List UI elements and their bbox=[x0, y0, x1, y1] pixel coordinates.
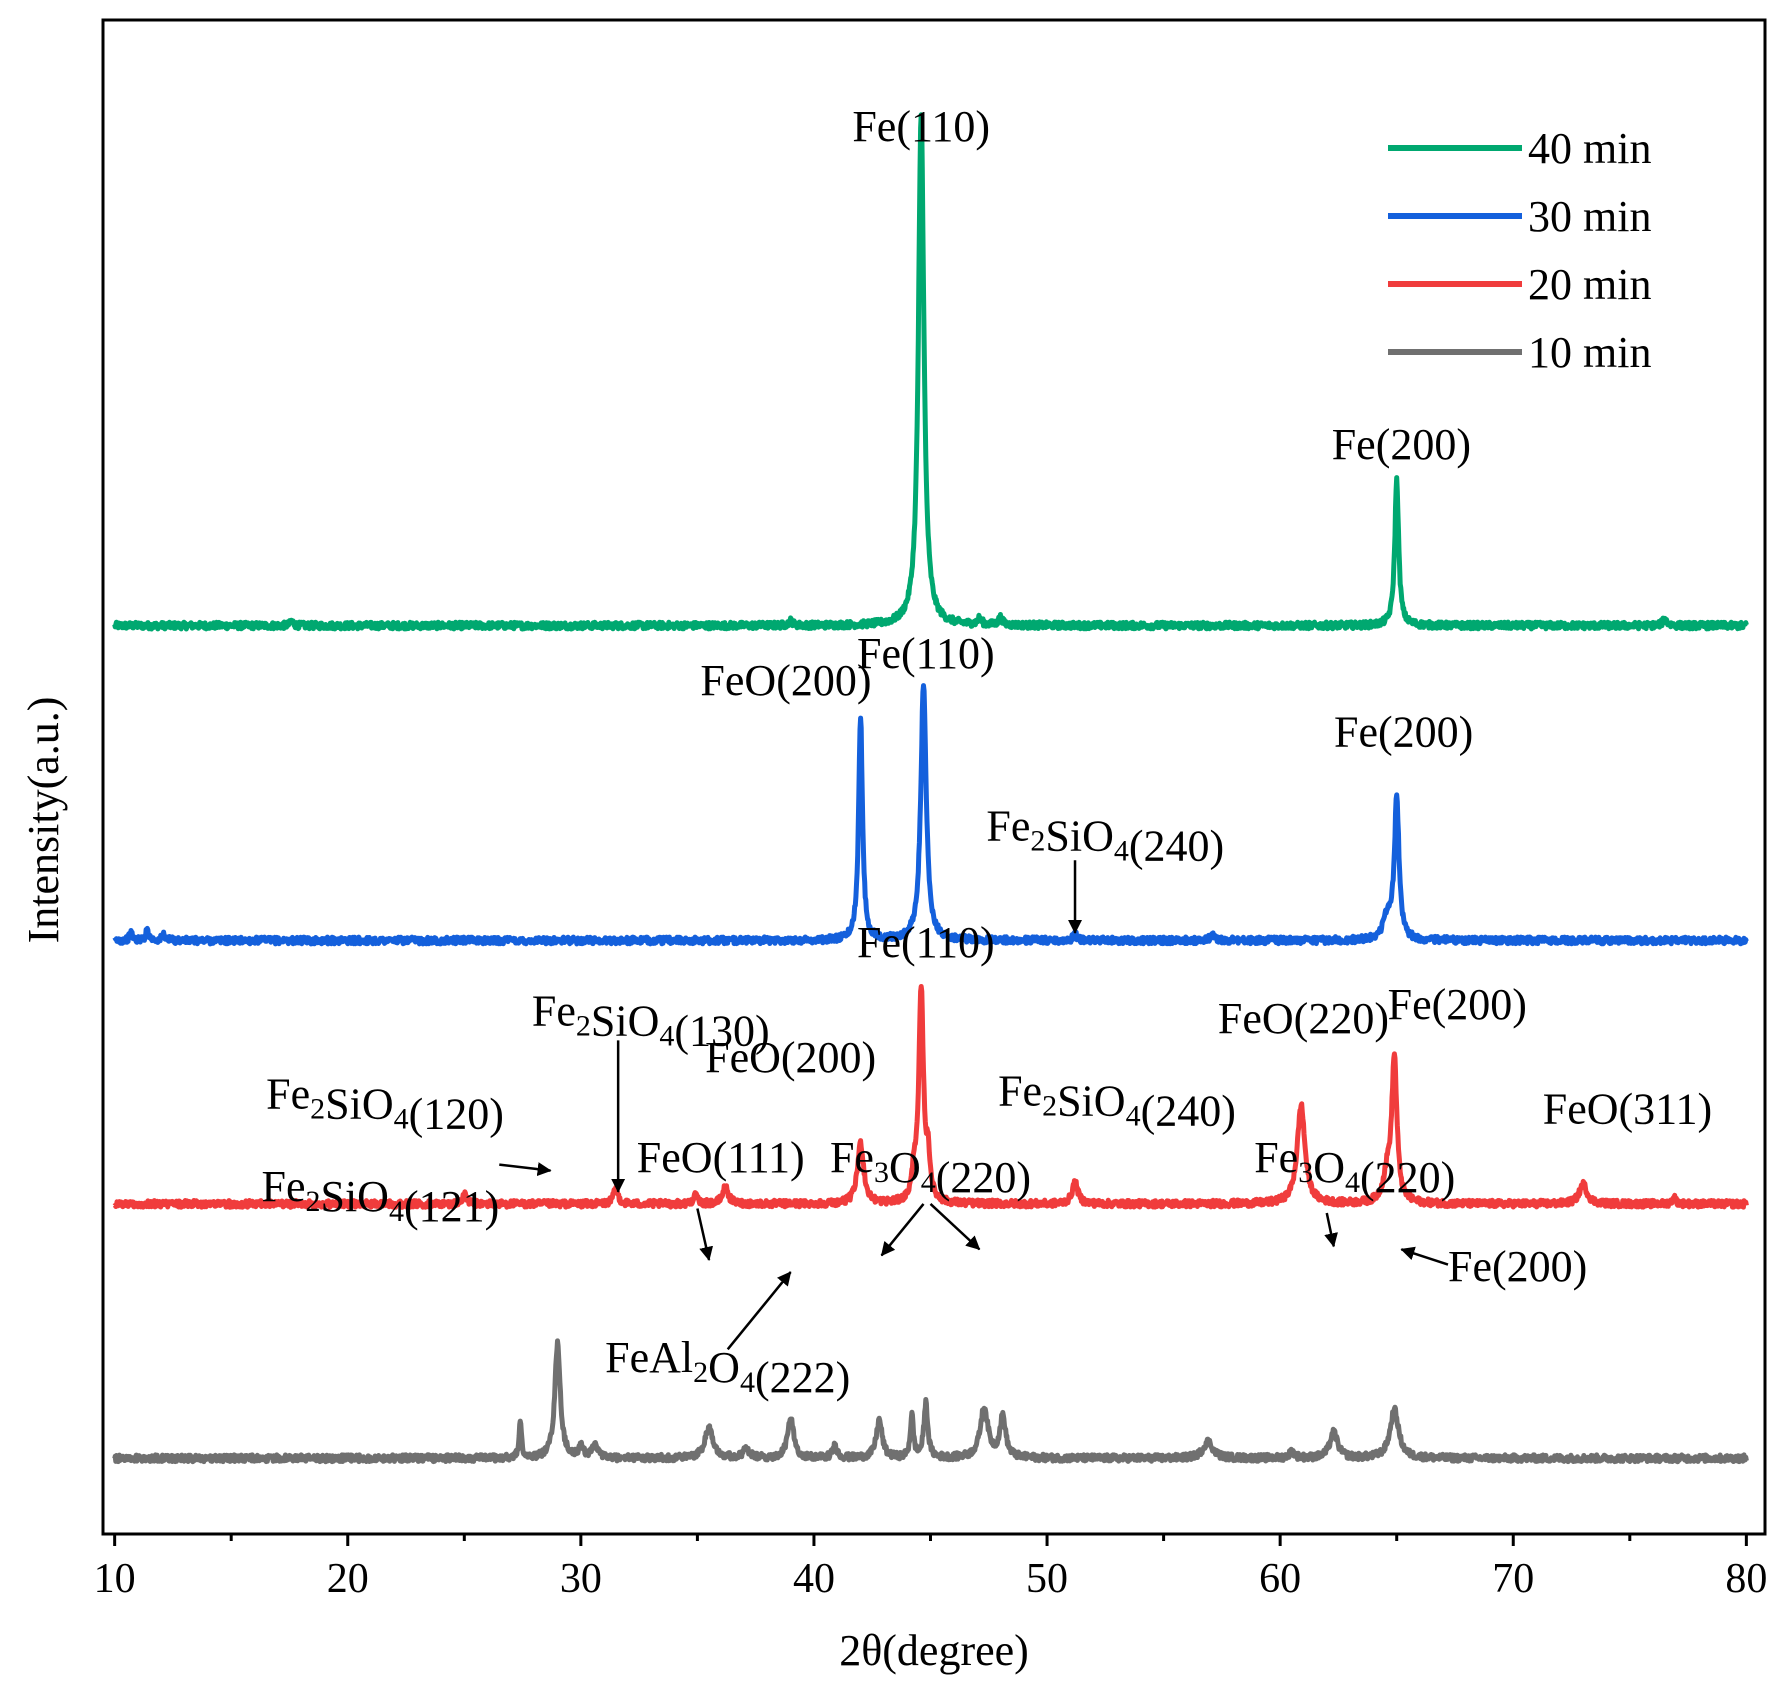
plot-frame bbox=[101, 18, 1767, 1536]
peak-label-p30-fe2sio4-240: Fe2SiO4(240) bbox=[986, 802, 1224, 871]
peak-label-p30-fe200: Fe(200) bbox=[1334, 708, 1473, 757]
legend-label-20-min: 20 min bbox=[1528, 260, 1651, 309]
x-tick-label: 40 bbox=[793, 1556, 835, 1602]
peak-arrow-p10-feo111 bbox=[696, 1208, 714, 1261]
peak-label-p20-feo200: FeO(200) bbox=[705, 1033, 876, 1082]
x-tick-label: 60 bbox=[1259, 1556, 1301, 1602]
peak-label-p40-fe110: Fe(110) bbox=[852, 102, 990, 151]
peak-label-p20-fe2sio4-120: Fe2SiO4(120) bbox=[266, 1070, 504, 1139]
x-axis-label: 2θ(degree) bbox=[839, 1626, 1029, 1675]
x-axis-ticks: 10 20 30 40 50 60 70 80 bbox=[94, 1534, 1767, 1602]
peak-label-p20-feo311: FeO(311) bbox=[1543, 1085, 1712, 1134]
x-tick-label: 50 bbox=[1026, 1556, 1068, 1602]
legend-label-40-min: 40 min bbox=[1528, 124, 1651, 173]
y-axis-label: Intensity(a.u.) bbox=[19, 697, 68, 944]
series-layer bbox=[112, 112, 1749, 1465]
peak-label-p10-feal2o4-222: FeAl2O4(222) bbox=[605, 1333, 850, 1402]
peak-arrow-p10-fe3o4-220b bbox=[1324, 1212, 1338, 1248]
x-tick-label: 70 bbox=[1492, 1556, 1534, 1602]
peak-label-p10-fe3o4-220a: Fe3O4(220) bbox=[830, 1133, 1031, 1202]
x-tick-label: 10 bbox=[94, 1556, 136, 1602]
x-tick-label: 30 bbox=[560, 1556, 602, 1602]
peak-arrow-p10-fe200 bbox=[1400, 1246, 1449, 1266]
peak-label-p10-fe3o4-220b: Fe3O4(220) bbox=[1254, 1133, 1455, 1202]
peak-label-p20-fe2sio4-130: Fe2SiO4(130) bbox=[532, 986, 770, 1055]
peak-label-p10-feo111: FeO(111) bbox=[637, 1133, 805, 1182]
peak-label-p30-fe110: Fe(110) bbox=[857, 629, 995, 678]
peak-label-p10-fe2sio4-121: Fe2SiO4(121) bbox=[261, 1162, 499, 1231]
legend-label-30-min: 30 min bbox=[1528, 192, 1651, 241]
peak-arrow-p10-fe3o4-220a bbox=[880, 1203, 925, 1257]
series-line-20-min bbox=[112, 984, 1749, 1210]
peak-arrow-p10-fe3o4-220a-arrow2 bbox=[929, 1203, 981, 1251]
peak-label-p20-fe110: Fe(110) bbox=[857, 918, 995, 967]
peak-arrow-p10-fe2sio4-121 bbox=[499, 1162, 552, 1177]
legend: 40 min 30 min 20 min 10 min bbox=[1388, 124, 1651, 377]
peak-label-p20-fe2sio4-240: Fe2SiO4(240) bbox=[998, 1067, 1236, 1136]
x-tick-label: 80 bbox=[1725, 1556, 1767, 1602]
peak-label-p20-feo220: FeO(220) bbox=[1218, 994, 1389, 1043]
peak-annotations: Fe(110)Fe(200)Fe(110)FeO(200)Fe(200)Fe2S… bbox=[261, 102, 1712, 1402]
peak-label-p10-fe200: Fe(200) bbox=[1448, 1242, 1587, 1291]
series-line-10-min bbox=[112, 1338, 1749, 1465]
peak-label-p20-fe200: Fe(200) bbox=[1388, 980, 1527, 1029]
legend-label-10-min: 10 min bbox=[1528, 328, 1651, 377]
peak-arrow-p10-feal2o4-222 bbox=[726, 1271, 792, 1351]
series-line-30-min bbox=[112, 683, 1749, 947]
peak-label-p40-fe200: Fe(200) bbox=[1332, 420, 1471, 469]
x-tick-label: 20 bbox=[327, 1556, 369, 1602]
series-line-40-min bbox=[112, 112, 1749, 632]
peak-label-p30-feo200: FeO(200) bbox=[700, 656, 871, 705]
